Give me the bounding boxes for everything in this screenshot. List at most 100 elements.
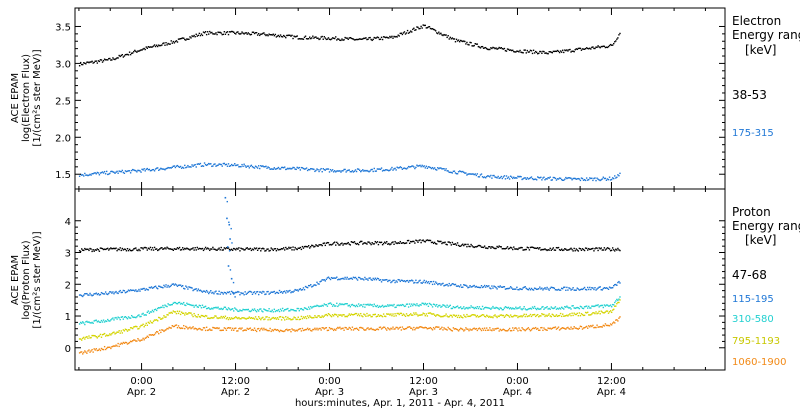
data-point — [598, 326, 600, 328]
data-point — [579, 47, 582, 50]
data-point — [491, 307, 493, 309]
data-point — [387, 327, 389, 329]
data-point — [226, 247, 229, 249]
data-point — [353, 327, 356, 330]
data-point — [79, 321, 82, 324]
data-point — [114, 58, 116, 61]
data-point — [597, 312, 599, 314]
data-point — [598, 247, 600, 249]
data-point — [343, 278, 345, 280]
data-point — [458, 170, 461, 172]
data-point — [301, 38, 304, 40]
data-point — [233, 164, 235, 167]
data-point — [572, 50, 574, 52]
data-point — [255, 166, 258, 168]
data-point — [220, 307, 222, 310]
data-point — [563, 308, 565, 310]
data-point — [422, 24, 424, 26]
data-point — [254, 329, 257, 331]
data-point — [320, 280, 322, 282]
data-point — [576, 249, 578, 251]
data-point — [289, 309, 291, 312]
data-point — [134, 247, 136, 250]
data-point — [281, 292, 284, 294]
data-point — [122, 329, 125, 331]
data-point — [571, 179, 573, 181]
data-point — [378, 168, 381, 170]
data-point — [263, 166, 265, 168]
data-point — [169, 327, 171, 329]
data-point — [502, 48, 505, 50]
data-point — [476, 306, 479, 308]
data-point — [362, 169, 364, 171]
data-point — [411, 303, 413, 305]
data-point — [425, 313, 428, 315]
data-point — [491, 47, 493, 50]
data-point — [210, 248, 212, 250]
data-point — [181, 285, 184, 287]
data-point — [366, 312, 368, 315]
data-point — [498, 46, 500, 49]
data-point — [251, 31, 254, 33]
data-point — [505, 330, 508, 332]
data-point — [509, 286, 512, 288]
data-point — [239, 294, 241, 296]
data-point — [606, 46, 609, 49]
data-point — [116, 57, 118, 59]
data-point — [133, 326, 135, 328]
data-point — [515, 177, 517, 179]
data-point — [560, 315, 563, 318]
data-point — [505, 247, 508, 249]
data-point — [137, 328, 139, 330]
data-point — [361, 327, 363, 329]
data-point — [404, 305, 407, 307]
data-point — [253, 318, 256, 320]
data-point — [360, 240, 362, 243]
data-point — [345, 278, 347, 280]
data-point — [86, 292, 88, 295]
data-point — [575, 307, 577, 309]
data-point — [593, 326, 595, 329]
data-point — [161, 306, 163, 309]
data-point — [257, 310, 260, 312]
data-point — [311, 168, 313, 170]
data-point — [145, 288, 147, 290]
data-point — [444, 169, 446, 172]
data-point — [588, 288, 590, 291]
data-point — [155, 319, 158, 321]
data-point — [572, 250, 574, 252]
data-point — [519, 315, 521, 318]
data-point — [490, 47, 492, 49]
data-point — [158, 285, 160, 287]
data-point — [323, 315, 325, 317]
data-point — [243, 33, 245, 35]
data-point — [126, 247, 129, 250]
data-point — [212, 291, 214, 294]
data-point — [377, 306, 380, 309]
data-point — [432, 313, 435, 315]
data-point — [525, 309, 527, 311]
data-point — [198, 247, 201, 250]
data-point — [600, 179, 602, 181]
data-point — [566, 305, 568, 307]
data-point — [155, 309, 158, 312]
data-point — [152, 168, 155, 171]
data-point — [143, 168, 145, 170]
data-point — [441, 168, 443, 170]
data-point — [444, 328, 446, 330]
data-point — [97, 335, 100, 338]
data-point — [434, 305, 437, 307]
data-point — [618, 175, 620, 177]
data-point — [595, 289, 597, 291]
data-point — [405, 303, 408, 305]
proton-legend-series-795-1193: 795-1193 — [732, 336, 780, 347]
data-point — [249, 247, 252, 250]
data-point — [302, 287, 305, 289]
data-point — [277, 292, 280, 294]
data-point — [222, 293, 224, 295]
data-point — [295, 329, 297, 332]
data-point — [549, 315, 551, 317]
data-point — [130, 340, 133, 343]
data-point — [96, 337, 99, 339]
data-point — [369, 36, 371, 39]
